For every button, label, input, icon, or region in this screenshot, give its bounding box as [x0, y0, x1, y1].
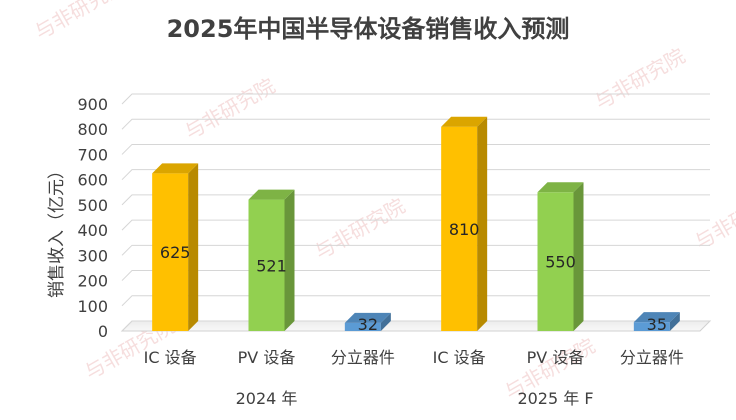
watermark-text: 与非研究院 [691, 184, 736, 255]
watermark-text: 与非研究院 [31, 0, 130, 44]
bar: 550 [537, 182, 584, 331]
bar: 625 [152, 163, 199, 331]
bar-top [248, 189, 295, 200]
data-label: 32 [358, 315, 378, 334]
x-category-label: 分立器件 [331, 348, 395, 367]
x-group-label: 2025 年 F [517, 389, 593, 408]
gridline [121, 93, 710, 105]
bar: 810 [441, 116, 488, 331]
watermark-text: 与非研究院 [591, 44, 690, 115]
data-label: 521 [256, 256, 287, 275]
gridline [121, 219, 710, 231]
y-tick-label: 100 [77, 297, 108, 316]
x-category-label: 分立器件 [620, 348, 684, 367]
gridline [121, 169, 710, 181]
x-category-label: PV 设备 [238, 348, 296, 367]
bar-side [573, 182, 584, 331]
chart-floor [120, 320, 712, 332]
y-tick-label: 600 [77, 171, 108, 190]
gridline [121, 320, 710, 332]
gridline [121, 143, 710, 155]
data-label: 35 [647, 315, 667, 334]
gridline [121, 118, 710, 130]
bar-top [441, 116, 488, 127]
y-tick-label: 0 [98, 322, 108, 341]
gridline [121, 194, 710, 206]
bar-front [537, 192, 574, 331]
x-category-label: IC 设备 [433, 348, 486, 367]
bar-front [248, 199, 285, 331]
y-tick-label: 200 [77, 272, 108, 291]
gridline [121, 244, 710, 256]
watermark-text: 与非研究院 [181, 74, 280, 145]
bar-side [284, 189, 295, 331]
bar-top [152, 163, 199, 174]
bars: 625 521 32 810 550 35 [152, 116, 680, 334]
bar-top [344, 312, 391, 323]
bar-front [152, 173, 189, 331]
y-tick-label: 500 [77, 196, 108, 215]
bar-front [441, 126, 478, 331]
bar-side [380, 312, 391, 331]
x-group-label: 2024 年 [236, 389, 298, 408]
x-category-label: PV 设备 [527, 348, 585, 367]
y-axis-ticks: 0 100 200 300 400 500 600 700 800 900 [77, 95, 108, 341]
data-label: 625 [160, 243, 191, 262]
data-label: 550 [545, 253, 576, 272]
y-tick-label: 800 [77, 120, 108, 139]
chart-title: 2025年中国半导体设备销售收入预测 [167, 15, 570, 43]
x-axis-labels: IC 设备 PV 设备 分立器件 2024 年 IC 设备 PV 设备 分立器件 2025 年… [144, 348, 684, 408]
bar-side [188, 163, 199, 331]
bar: 35 [633, 312, 680, 334]
y-tick-label: 300 [77, 246, 108, 265]
bar-top [633, 312, 680, 323]
gridline [121, 295, 710, 307]
bar-side [669, 312, 680, 331]
bar-front [633, 322, 670, 331]
x-category-label: IC 设备 [144, 348, 197, 367]
y-tick-label: 900 [77, 95, 108, 114]
y-tick-label: 400 [77, 221, 108, 240]
gridline [121, 270, 710, 281]
y-tick-label: 700 [77, 145, 108, 164]
bar-front [344, 322, 381, 331]
bar: 521 [248, 189, 295, 331]
data-label: 810 [449, 220, 480, 239]
y-axis-label: 销售收入（亿元） [47, 162, 67, 298]
bar: 32 [344, 312, 391, 334]
bar-side [477, 116, 488, 331]
bar-top [537, 182, 584, 193]
watermark-text: 与非研究院 [311, 194, 410, 265]
